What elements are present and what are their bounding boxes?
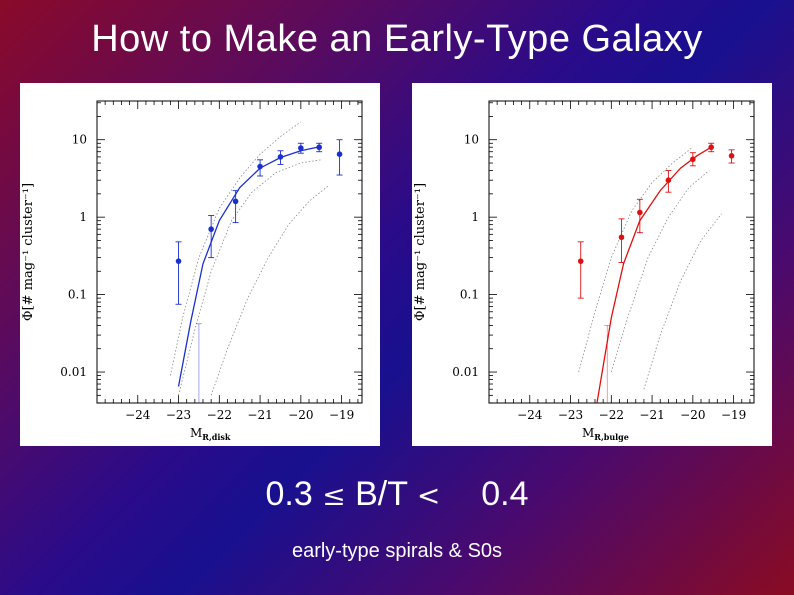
- data-point: [618, 234, 625, 241]
- data-point: [277, 154, 284, 160]
- x-axis-label: MR,disk: [190, 426, 231, 442]
- le-symbol: ≤: [322, 479, 346, 512]
- data-point: [316, 144, 322, 151]
- data-point: [298, 145, 304, 151]
- data-point: [708, 144, 714, 151]
- lt-symbol: <: [416, 479, 441, 512]
- chart-panel-bulge: −24 −23 −22 −21 −20 −19 0.01 0.1 1 10 Φ[# mag⁻¹ cl…: [412, 83, 772, 446]
- y-tick-label: 0.1: [460, 288, 479, 302]
- data-point: [577, 258, 584, 264]
- x-axis-label: MR,bulge: [582, 426, 629, 442]
- y-axis-label: Φ[# mag⁻¹ cluster⁻¹]: [413, 183, 428, 321]
- data-point: [336, 151, 343, 158]
- model-bound-curve: [610, 170, 710, 373]
- data-point: [175, 258, 182, 264]
- bt-upper-bound: 0.4: [481, 475, 529, 513]
- disk-luminosity-function-chart: −24 −23 −22 −21 −20 −19 0.01 0.1 1 10 Φ[# mag⁻¹ cl…: [21, 100, 363, 442]
- x-axis-label-subscript: R,bulge: [594, 432, 629, 442]
- bt-lower-bound: 0.3: [265, 475, 313, 513]
- x-axis-label-subscript: R,disk: [202, 432, 231, 442]
- x-tick-label: −20: [288, 408, 313, 422]
- fit-curve: [596, 146, 712, 403]
- plot-frame: [488, 100, 755, 404]
- x-tick-label: −20: [680, 408, 705, 422]
- data-point: [665, 177, 672, 184]
- data-point: [232, 198, 239, 205]
- slide-title: How to Make an Early-Type Galaxy: [91, 18, 703, 60]
- data-point: [257, 163, 263, 170]
- x-tick-label: −19: [721, 408, 746, 422]
- y-axis-label: Φ[# mag⁻¹ cluster⁻¹]: [21, 183, 36, 321]
- bt-ratio-label: B/T: [355, 475, 408, 513]
- x-tick-label: −24: [517, 408, 543, 422]
- slide-subtitle: early-type spirals & S0s: [291, 540, 503, 562]
- x-tick-label: −23: [558, 408, 583, 422]
- data-point: [637, 209, 643, 216]
- x-tick-label: −22: [599, 408, 624, 422]
- y-tick-label: 10: [464, 133, 479, 147]
- model-bound-curve: [643, 213, 722, 390]
- x-tick-label: −24: [125, 408, 151, 422]
- x-tick-label: −21: [639, 408, 664, 422]
- chart-panel-disk: −24 −23 −22 −21 −20 −19 0.01 0.1 1 10 Φ[# mag⁻¹ cl…: [20, 83, 380, 446]
- bulge-luminosity-function-chart: −24 −23 −22 −21 −20 −19 0.01 0.1 1 10 Φ[# mag⁻¹ cl…: [413, 100, 755, 442]
- x-tick-label: −19: [329, 408, 354, 422]
- x-tick-label: −21: [247, 408, 272, 422]
- fit-curve: [177, 146, 318, 387]
- data-point: [728, 152, 735, 159]
- y-tick-label: 10: [72, 133, 87, 147]
- model-bound-curve: [178, 159, 322, 396]
- y-tick-label: 0.01: [452, 365, 479, 379]
- y-tick-label: 0.01: [60, 365, 87, 379]
- y-tick-label: 1: [471, 210, 479, 224]
- model-bound-curve: [210, 184, 330, 396]
- model-bound-curve: [170, 121, 302, 376]
- data-point: [690, 156, 696, 163]
- data-point: [208, 226, 214, 232]
- x-tick-label: −23: [166, 408, 191, 422]
- bt-ratio-range: 0.3 ≤ B/T < 0.4: [0, 475, 794, 514]
- model-bound-curve: [578, 146, 694, 373]
- x-tick-label: −22: [207, 408, 232, 422]
- plot-frame: [96, 100, 363, 404]
- y-tick-label: 1: [79, 210, 87, 224]
- y-tick-label: 0.1: [68, 288, 87, 302]
